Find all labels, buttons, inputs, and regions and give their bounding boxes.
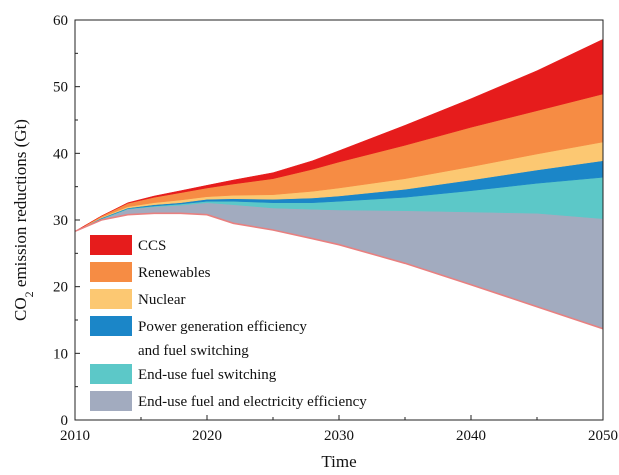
y-tick-label: 60 — [53, 13, 68, 29]
x-tick-label: 2050 — [588, 428, 618, 444]
y-axis-title-main: CO — [11, 297, 30, 321]
y-tick-label: 10 — [53, 346, 68, 362]
legend-label-ccs: CCS — [138, 238, 166, 254]
legend-swatch-end-use-fuel-and-electricity-efficiency — [90, 391, 132, 411]
legend-label-power-generation-efficiency: Power generation efficiency — [138, 319, 307, 335]
y-tick-label: 30 — [53, 213, 68, 229]
legend-swatch-end-use-fuel-switching — [90, 364, 132, 384]
y-tick-label: 20 — [53, 280, 68, 296]
legend-label-power-generation-efficiency-line2: and fuel switching — [138, 343, 249, 359]
y-axis-title-rest: emission reductions (Gt) — [11, 119, 30, 291]
legend-swatch-power-generation-efficiency — [90, 316, 132, 336]
x-tick-label: 2020 — [192, 428, 222, 444]
legend-swatch-nuclear — [90, 289, 132, 309]
stacked-areas — [74, 38, 604, 330]
x-tick-label: 2010 — [60, 428, 90, 444]
x-axis-title: Time — [321, 452, 356, 471]
legend-label-end-use-fuel-and-electricity-efficiency: End-use fuel and electricity efficiency — [138, 394, 367, 410]
legend-swatch-ccs — [90, 235, 132, 255]
y-tick-label: 0 — [61, 413, 69, 429]
legend: CCS Renewables Nuclear Power generation eff… — [90, 235, 367, 411]
y-axis-title-subscript: 2 — [22, 291, 36, 297]
y-axis-title: CO2 emission reductions (Gt) — [11, 119, 36, 321]
y-tick-label: 50 — [53, 80, 68, 96]
y-tick-label: 40 — [53, 146, 68, 162]
legend-label-end-use-fuel-switching: End-use fuel switching — [138, 367, 277, 383]
x-tick-label: 2040 — [456, 428, 486, 444]
legend-label-renewables: Renewables — [138, 265, 211, 281]
legend-swatch-renewables — [90, 262, 132, 282]
x-tick-label: 2030 — [324, 428, 354, 444]
legend-label-nuclear: Nuclear — [138, 292, 185, 308]
baseline-line — [74, 212, 604, 330]
